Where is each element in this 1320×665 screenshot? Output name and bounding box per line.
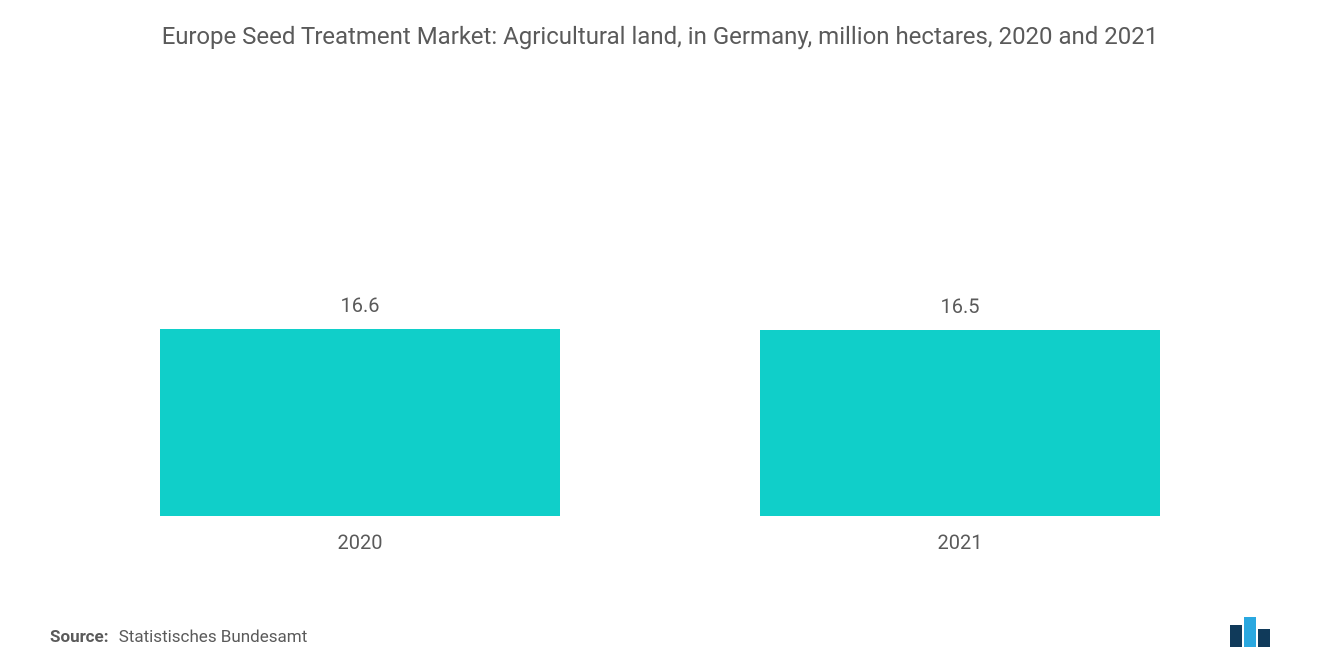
bar	[160, 329, 560, 516]
bar-value-label: 16.6	[341, 293, 380, 317]
bar-group: 16.5 2021	[760, 294, 1160, 554]
bar	[760, 330, 1160, 516]
chart-plot-area: 16.6 2020 16.5 2021	[30, 94, 1290, 554]
chart-container: Europe Seed Treatment Market: Agricultur…	[0, 0, 1320, 665]
bar-group: 16.6 2020	[160, 293, 560, 554]
brand-logo	[1230, 617, 1270, 647]
logo-bar	[1230, 625, 1242, 647]
bar-value-label: 16.5	[941, 294, 980, 318]
source-label: Source:	[50, 627, 108, 647]
logo-bar	[1244, 617, 1256, 647]
source-line: Source: Statistisches Bundesamt	[50, 627, 307, 647]
logo-bar	[1258, 629, 1270, 647]
bar-category-label: 2021	[938, 530, 983, 554]
source-text: Statistisches Bundesamt	[119, 627, 308, 647]
bar-category-label: 2020	[338, 530, 383, 554]
chart-footer: Source: Statistisches Bundesamt	[50, 617, 1270, 647]
chart-title: Europe Seed Treatment Market: Agricultur…	[30, 20, 1290, 64]
bars-wrap: 16.6 2020 16.5 2021	[30, 94, 1290, 554]
